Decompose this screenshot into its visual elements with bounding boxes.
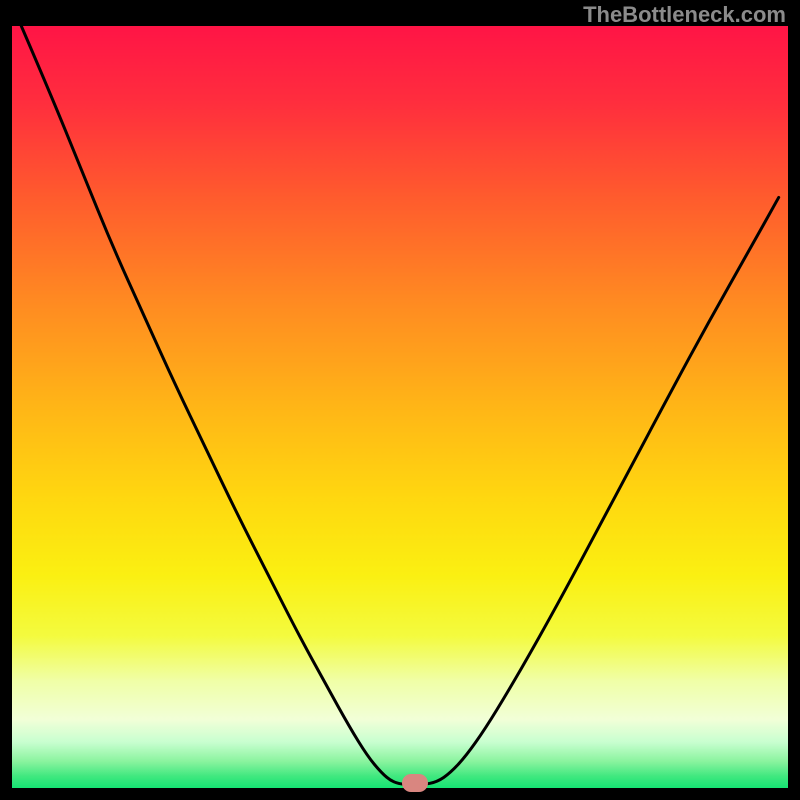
chart-stage: TheBottleneck.com bbox=[0, 0, 800, 800]
watermark-text: TheBottleneck.com bbox=[583, 2, 786, 28]
minimum-marker bbox=[402, 774, 428, 792]
gradient-background bbox=[12, 26, 788, 788]
